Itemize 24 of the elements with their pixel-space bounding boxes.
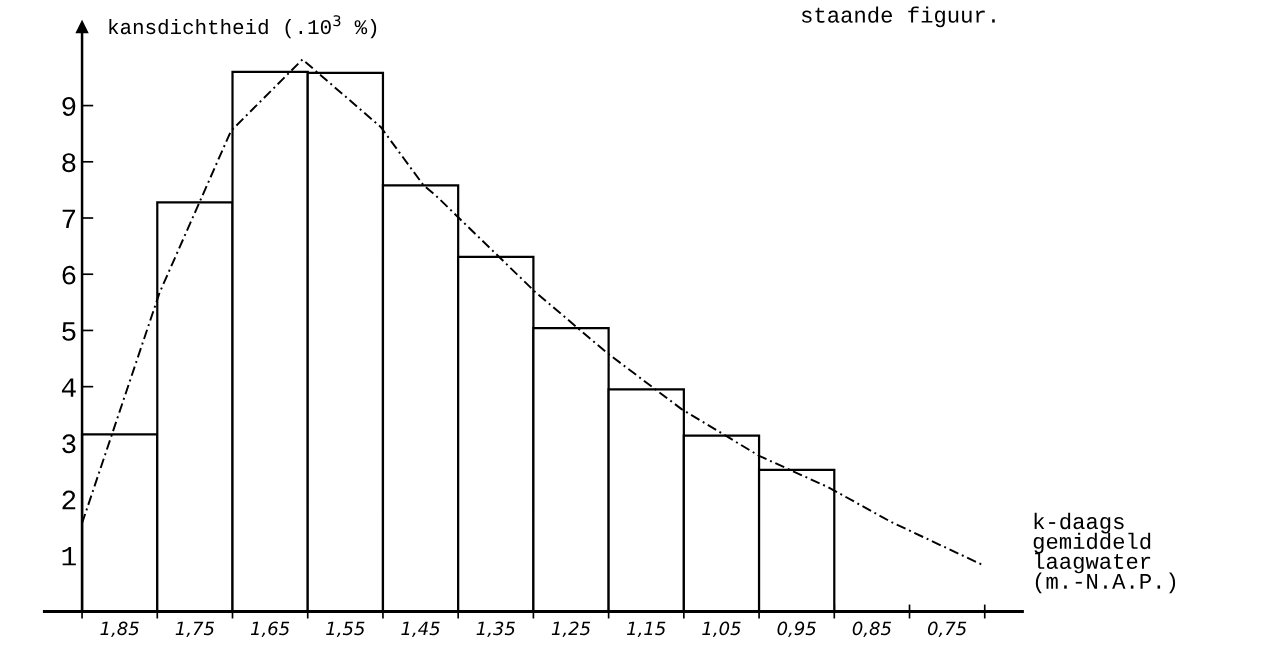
y-tick-label: 7 — [62, 209, 76, 229]
y-tick-label: 6 — [62, 265, 76, 285]
y-axis-title: kansdichtheid (.10$^{3}$ %) — [109, 15, 377, 39]
x-tick-label: 1,35 — [476, 621, 515, 638]
x-tick-label: 1,75 — [175, 621, 214, 638]
x-tick-label: 0,85 — [852, 621, 892, 638]
y-tick-label: 9 — [62, 97, 76, 116]
x-tick-label: 1,45 — [401, 621, 440, 638]
x-tick-label: 1,65 — [250, 621, 290, 638]
x-tick-label: 0,75 — [927, 621, 967, 638]
y-tick-label: 3 — [62, 434, 76, 454]
x-tick-label: 1,05 — [702, 621, 741, 638]
y-tick-label: 4 — [61, 378, 76, 397]
x-tick-label: 1,15 — [627, 621, 666, 638]
x-tick-label: 0,95 — [777, 621, 816, 638]
y-tick-label: 1 — [62, 547, 76, 566]
y-tick-label: 5 — [62, 322, 76, 341]
y-tick-label: 2 — [62, 490, 76, 510]
x-tick-label: 1,55 — [326, 621, 365, 638]
y-tick-label: 8 — [62, 153, 76, 173]
x-tick-label: 1,25 — [551, 621, 591, 638]
x-axis-title: k-daags gemiddeld laagwater (m.-N.A.P.) — [1033, 512, 1176, 594]
x-tick-label: 1,85 — [100, 621, 139, 638]
annotation: staande figuur. — [801, 6, 995, 28]
